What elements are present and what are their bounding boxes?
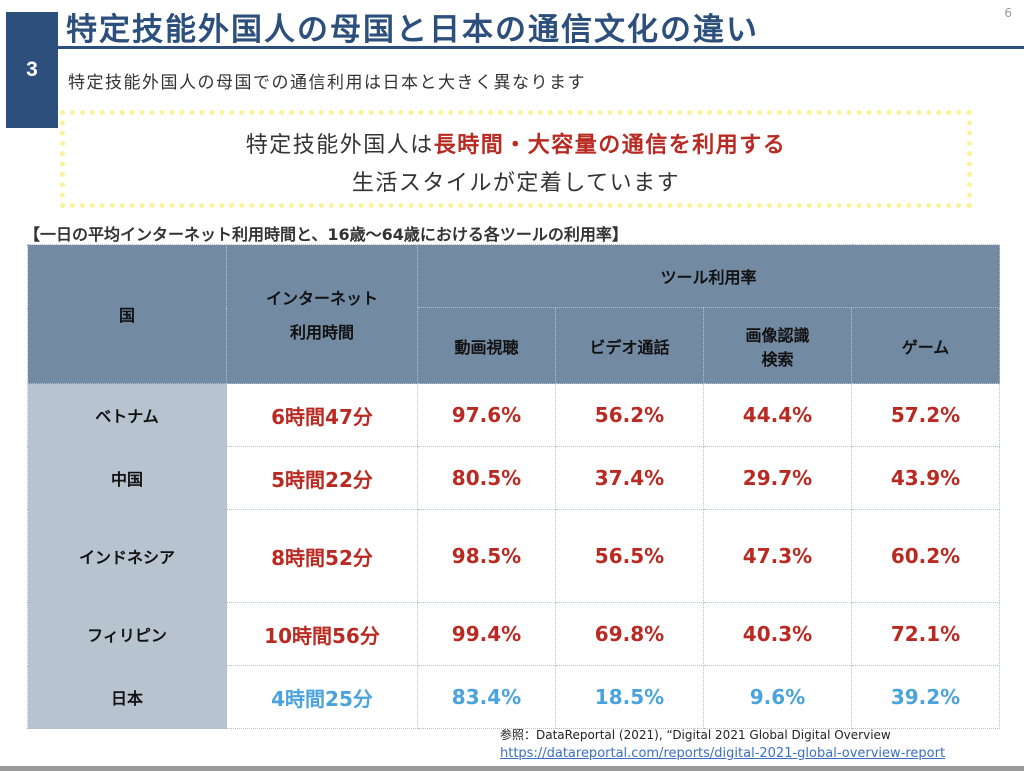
bottom-border: [0, 766, 1024, 771]
game-rate-cell: 60.2%: [850, 509, 1001, 603]
page-number: 6: [1004, 6, 1012, 20]
usage-table: 国 インターネット 利用時間 ツール利用率 動画視聴 ビデオ通話 画像認識 検索…: [27, 244, 1001, 729]
country-cell: フィリピン: [27, 602, 227, 666]
country-cell: インドネシア: [27, 509, 227, 603]
country-cell: 日本: [27, 665, 227, 729]
internet-time-cell: 4時間25分: [226, 665, 418, 729]
videocall-rate-cell: 18.5%: [555, 665, 704, 729]
image-search-rate-cell: 40.3%: [703, 602, 852, 666]
image-search-rate-cell: 47.3%: [703, 509, 852, 603]
internet-time-cell: 8時間52分: [226, 509, 418, 603]
image-search-rate-cell: 44.4%: [703, 383, 852, 447]
game-rate-cell: 72.1%: [850, 602, 1001, 666]
videocall-rate-cell: 56.5%: [555, 509, 704, 603]
key-message-callout: 特定技能外国人は長時間・大容量の通信を利用する 生活スタイルが定着しています: [60, 110, 972, 208]
video-rate-cell: 98.5%: [417, 509, 556, 603]
game-rate-cell: 43.9%: [850, 446, 1001, 510]
header-tool-videocall: ビデオ通話: [555, 307, 704, 384]
header-tool-video: 動画視聴: [417, 307, 556, 384]
header-tool-image-search-line2: 検索: [761, 349, 794, 369]
internet-time-cell: 5時間22分: [226, 446, 418, 510]
image-search-rate-cell: 29.7%: [703, 446, 852, 510]
country-cell: 中国: [27, 446, 227, 510]
table-row-japan: 日本 4時間25分 83.4% 18.5% 9.6% 39.2%: [27, 665, 1001, 729]
section-number-badge: 3: [6, 12, 58, 128]
videocall-rate-cell: 56.2%: [555, 383, 704, 447]
video-rate-cell: 83.4%: [417, 665, 556, 729]
table-row: 中国 5時間22分 80.5% 37.4% 29.7% 43.9%: [27, 446, 1001, 510]
country-cell: ベトナム: [27, 383, 227, 447]
image-search-rate-cell: 9.6%: [703, 665, 852, 729]
page-title: 特定技能外国人の母国と日本の通信文化の違い: [66, 12, 759, 48]
header-tool-image-search-line1: 画像認識: [745, 325, 810, 345]
header-tool-game: ゲーム: [850, 307, 1001, 384]
video-rate-cell: 80.5%: [417, 446, 556, 510]
callout-emphasis: 長時間・大容量の通信を利用する: [433, 133, 787, 158]
reference-link[interactable]: https://datareportal.com/reports/digital…: [500, 746, 946, 761]
table-row: インドネシア 8時間52分 98.5% 56.5% 47.3% 60.2%: [27, 509, 1001, 603]
callout-prefix: 特定技能外国人は: [245, 133, 434, 158]
page-subtitle: 特定技能外国人の母国での通信利用は日本と大きく異なります: [68, 73, 586, 93]
title-underline: [58, 46, 1024, 49]
header-internet-time-line1: インターネット: [265, 289, 378, 308]
section-number: 3: [26, 58, 38, 81]
table-caption: 【一日の平均インターネット利用時間と、16歳～64歳における各ツールの利用率】: [24, 225, 628, 244]
video-rate-cell: 97.6%: [417, 383, 556, 447]
reference-text: 参照：DataReportal (2021), “Digital 2021 Gl…: [500, 728, 891, 742]
videocall-rate-cell: 37.4%: [555, 446, 704, 510]
game-rate-cell: 39.2%: [850, 665, 1001, 729]
video-rate-cell: 99.4%: [417, 602, 556, 666]
header-internet-time-line2: 利用時間: [289, 323, 354, 342]
header-country: 国: [27, 244, 227, 384]
game-rate-cell: 57.2%: [850, 383, 1001, 447]
table-row: ベトナム 6時間47分 97.6% 56.2% 44.4% 57.2%: [27, 383, 1001, 447]
header-internet-time: インターネット 利用時間: [226, 244, 418, 384]
callout-line-1: 特定技能外国人は長時間・大容量の通信を利用する: [65, 127, 967, 159]
internet-time-cell: 6時間47分: [226, 383, 418, 447]
header-tool-image-search: 画像認識 検索: [703, 307, 852, 384]
videocall-rate-cell: 69.8%: [555, 602, 704, 666]
header-tools-group: ツール利用率: [416, 244, 1001, 308]
internet-time-cell: 10時間56分: [226, 602, 418, 666]
callout-line-2: 生活スタイルが定着しています: [351, 171, 681, 196]
table-row: フィリピン 10時間56分 99.4% 69.8% 40.3% 72.1%: [27, 602, 1001, 666]
